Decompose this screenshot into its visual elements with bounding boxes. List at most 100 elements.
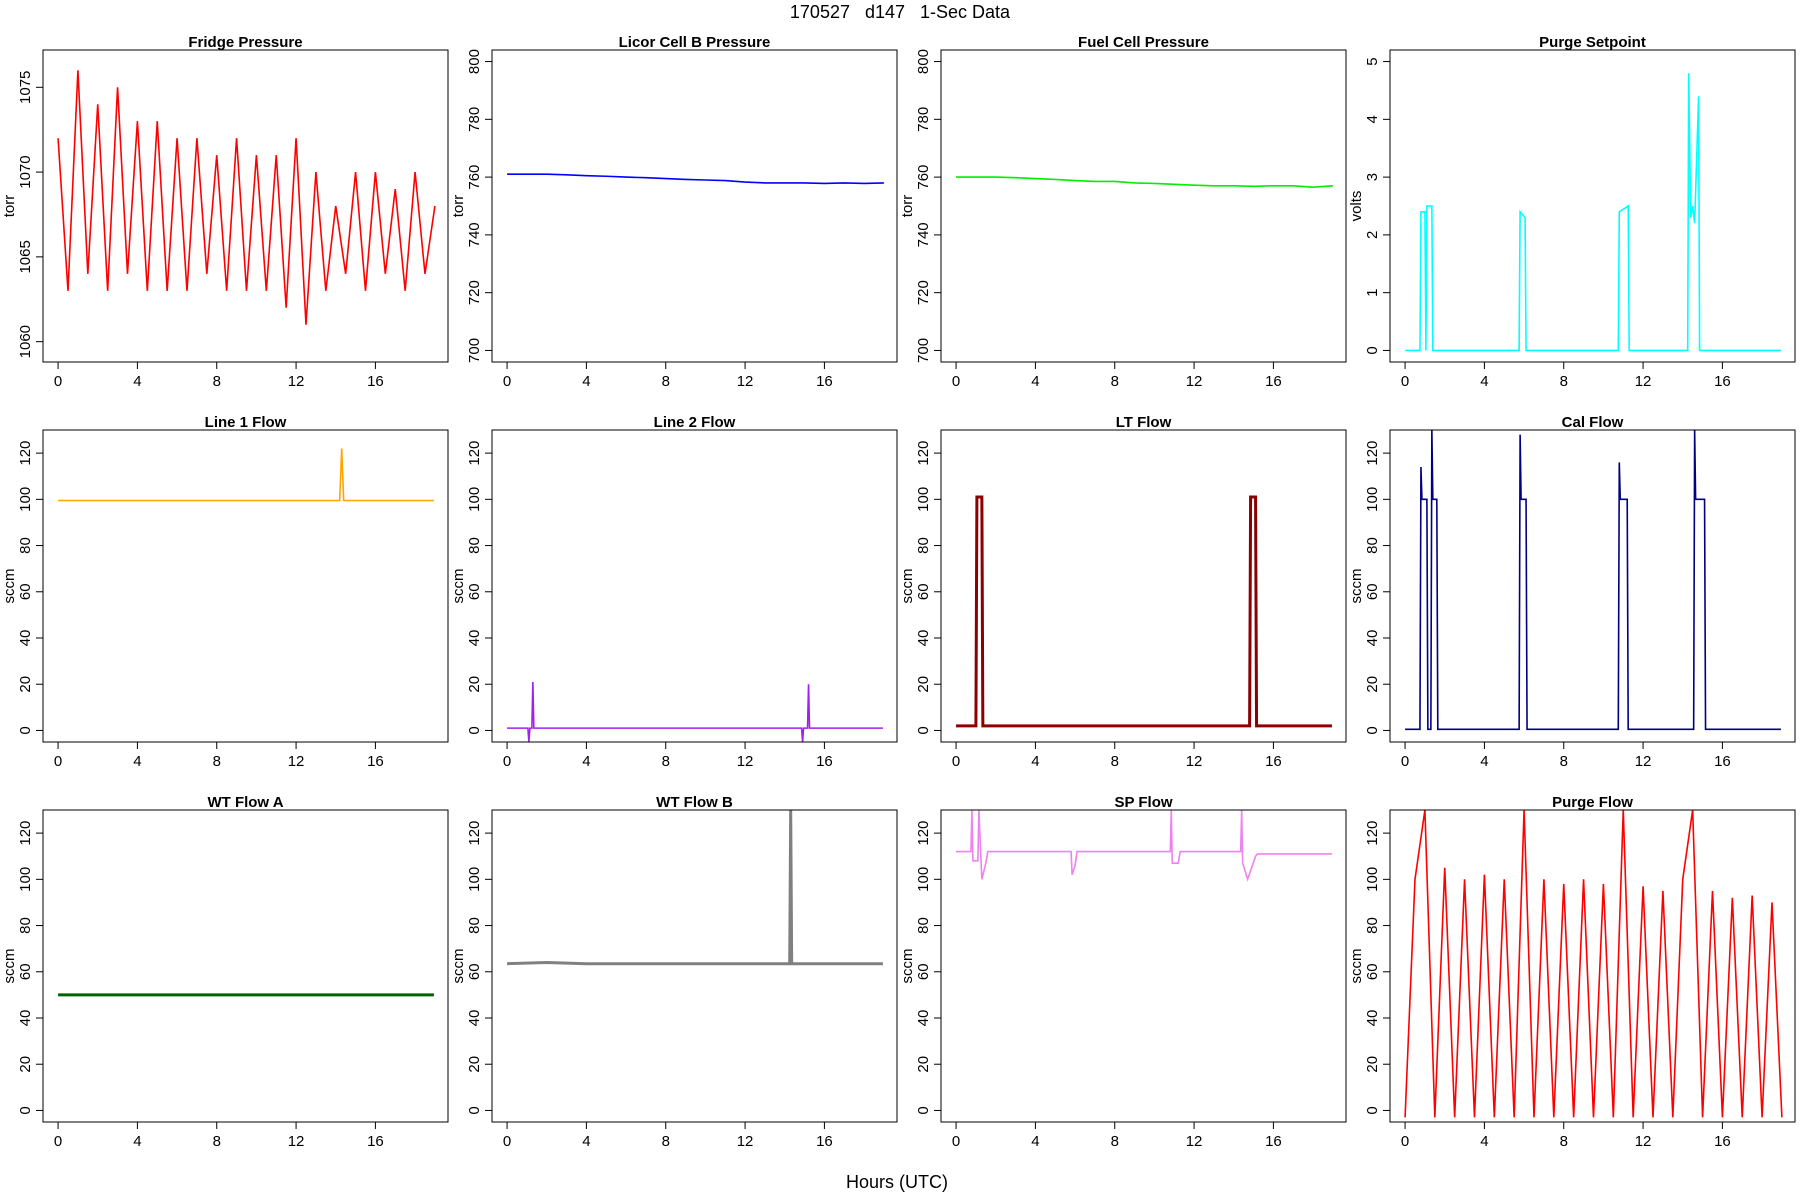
y-tick-label: 60 — [17, 963, 34, 980]
x-tick-label: 0 — [1401, 373, 1409, 390]
y-tick-label: 60 — [466, 583, 483, 600]
x-tick-label: 8 — [1560, 753, 1568, 770]
y-tick-label: 740 — [915, 222, 932, 247]
data-line — [956, 176, 1333, 189]
x-tick-label: 8 — [213, 753, 221, 770]
plot-frame — [42, 49, 449, 363]
x-tick-label: 4 — [582, 753, 590, 770]
x-tick-label: 16 — [1714, 753, 1731, 770]
x-tick-label: 4 — [1480, 373, 1488, 390]
y-tick-label: 800 — [466, 49, 483, 74]
data-line — [58, 448, 434, 502]
panel-title: Cal Flow — [1562, 414, 1624, 431]
y-axis-label: sccm — [1, 569, 18, 604]
y-tick-label: 0 — [1364, 346, 1381, 354]
x-tick-label: 16 — [816, 1133, 833, 1150]
y-tick-label: 0 — [17, 1106, 34, 1114]
y-tick-label: 40 — [915, 630, 932, 647]
y-axis-label: torr — [899, 195, 916, 218]
x-tick-label: 12 — [288, 373, 305, 390]
y-tick-label: 120 — [1364, 821, 1381, 846]
x-tick-label: 12 — [737, 1133, 754, 1150]
y-tick-label: 700 — [466, 338, 483, 363]
plot-frame — [1389, 49, 1796, 363]
x-tick-label: 12 — [737, 753, 754, 770]
y-tick-label: 20 — [466, 676, 483, 693]
y-tick-label: 5 — [1364, 57, 1381, 65]
data-line — [1405, 73, 1781, 352]
y-tick-label: 760 — [466, 165, 483, 190]
x-tick-label: 4 — [1031, 1133, 1039, 1150]
y-tick-label: 60 — [1364, 963, 1381, 980]
y-tick-label: 760 — [915, 165, 932, 190]
y-tick-label: 100 — [915, 867, 932, 892]
x-tick-label: 0 — [1401, 1133, 1409, 1150]
panel-title: Fridge Pressure — [188, 34, 302, 51]
y-tick-label: 1065 — [17, 240, 34, 273]
y-tick-label: 120 — [915, 821, 932, 846]
x-tick-label: 16 — [367, 753, 384, 770]
y-tick-label: 120 — [17, 821, 34, 846]
y-tick-label: 40 — [466, 630, 483, 647]
data-line — [507, 810, 883, 966]
y-tick-label: 20 — [466, 1056, 483, 1073]
x-tick-label: 16 — [367, 373, 384, 390]
y-axis-label: torr — [1, 195, 18, 218]
y-tick-label: 80 — [915, 537, 932, 554]
y-tick-label: 100 — [1364, 487, 1381, 512]
y-axis-label: torr — [450, 195, 467, 218]
x-tick-label: 12 — [1186, 753, 1203, 770]
x-tick-label: 4 — [582, 1133, 590, 1150]
x-tick-label: 12 — [1635, 753, 1652, 770]
x-tick-label: 4 — [582, 373, 590, 390]
y-tick-label: 60 — [1364, 583, 1381, 600]
y-tick-label: 1075 — [17, 71, 34, 104]
y-tick-label: 120 — [915, 441, 932, 466]
x-tick-label: 4 — [1031, 753, 1039, 770]
x-tick-label: 8 — [1111, 373, 1119, 390]
y-tick-label: 60 — [17, 583, 34, 600]
y-tick-label: 1 — [1364, 288, 1381, 296]
y-tick-label: 80 — [915, 917, 932, 934]
x-tick-label: 0 — [503, 373, 511, 390]
x-tick-label: 4 — [133, 753, 141, 770]
y-tick-label: 100 — [466, 867, 483, 892]
x-tick-label: 8 — [662, 1133, 670, 1150]
y-tick-label: 4 — [1364, 115, 1381, 123]
panel-title: Fuel Cell Pressure — [1078, 34, 1209, 51]
y-tick-label: 0 — [466, 726, 483, 734]
x-tick-label: 0 — [54, 373, 62, 390]
x-axis-label: Hours (UTC) — [846, 1172, 948, 1192]
data-line — [956, 810, 1332, 882]
plot-frame — [940, 49, 1347, 363]
panel-title: Line 2 Flow — [654, 414, 736, 431]
y-axis-label: sccm — [450, 949, 467, 984]
x-tick-label: 0 — [54, 1133, 62, 1150]
y-tick-label: 120 — [466, 441, 483, 466]
y-tick-label: 120 — [1364, 441, 1381, 466]
y-axis-label: sccm — [1, 949, 18, 984]
panel-title: WT Flow A — [207, 794, 283, 811]
data-line — [1405, 430, 1781, 731]
y-tick-label: 3 — [1364, 173, 1381, 181]
x-tick-label: 8 — [1111, 1133, 1119, 1150]
x-tick-label: 12 — [737, 373, 754, 390]
data-line — [507, 173, 884, 185]
y-tick-label: 720 — [466, 280, 483, 305]
x-tick-label: 16 — [816, 753, 833, 770]
y-tick-label: 40 — [466, 1010, 483, 1027]
y-tick-label: 40 — [1364, 1010, 1381, 1027]
y-tick-label: 100 — [466, 487, 483, 512]
y-axis-label: sccm — [1348, 949, 1365, 984]
y-tick-label: 780 — [466, 107, 483, 132]
plot-frame — [940, 429, 1347, 743]
y-tick-label: 60 — [915, 963, 932, 980]
panel-title: Line 1 Flow — [205, 414, 287, 431]
x-tick-label: 16 — [367, 1133, 384, 1150]
y-tick-label: 0 — [915, 726, 932, 734]
y-tick-label: 100 — [17, 867, 34, 892]
x-tick-label: 0 — [952, 753, 960, 770]
y-tick-label: 40 — [17, 1010, 34, 1027]
